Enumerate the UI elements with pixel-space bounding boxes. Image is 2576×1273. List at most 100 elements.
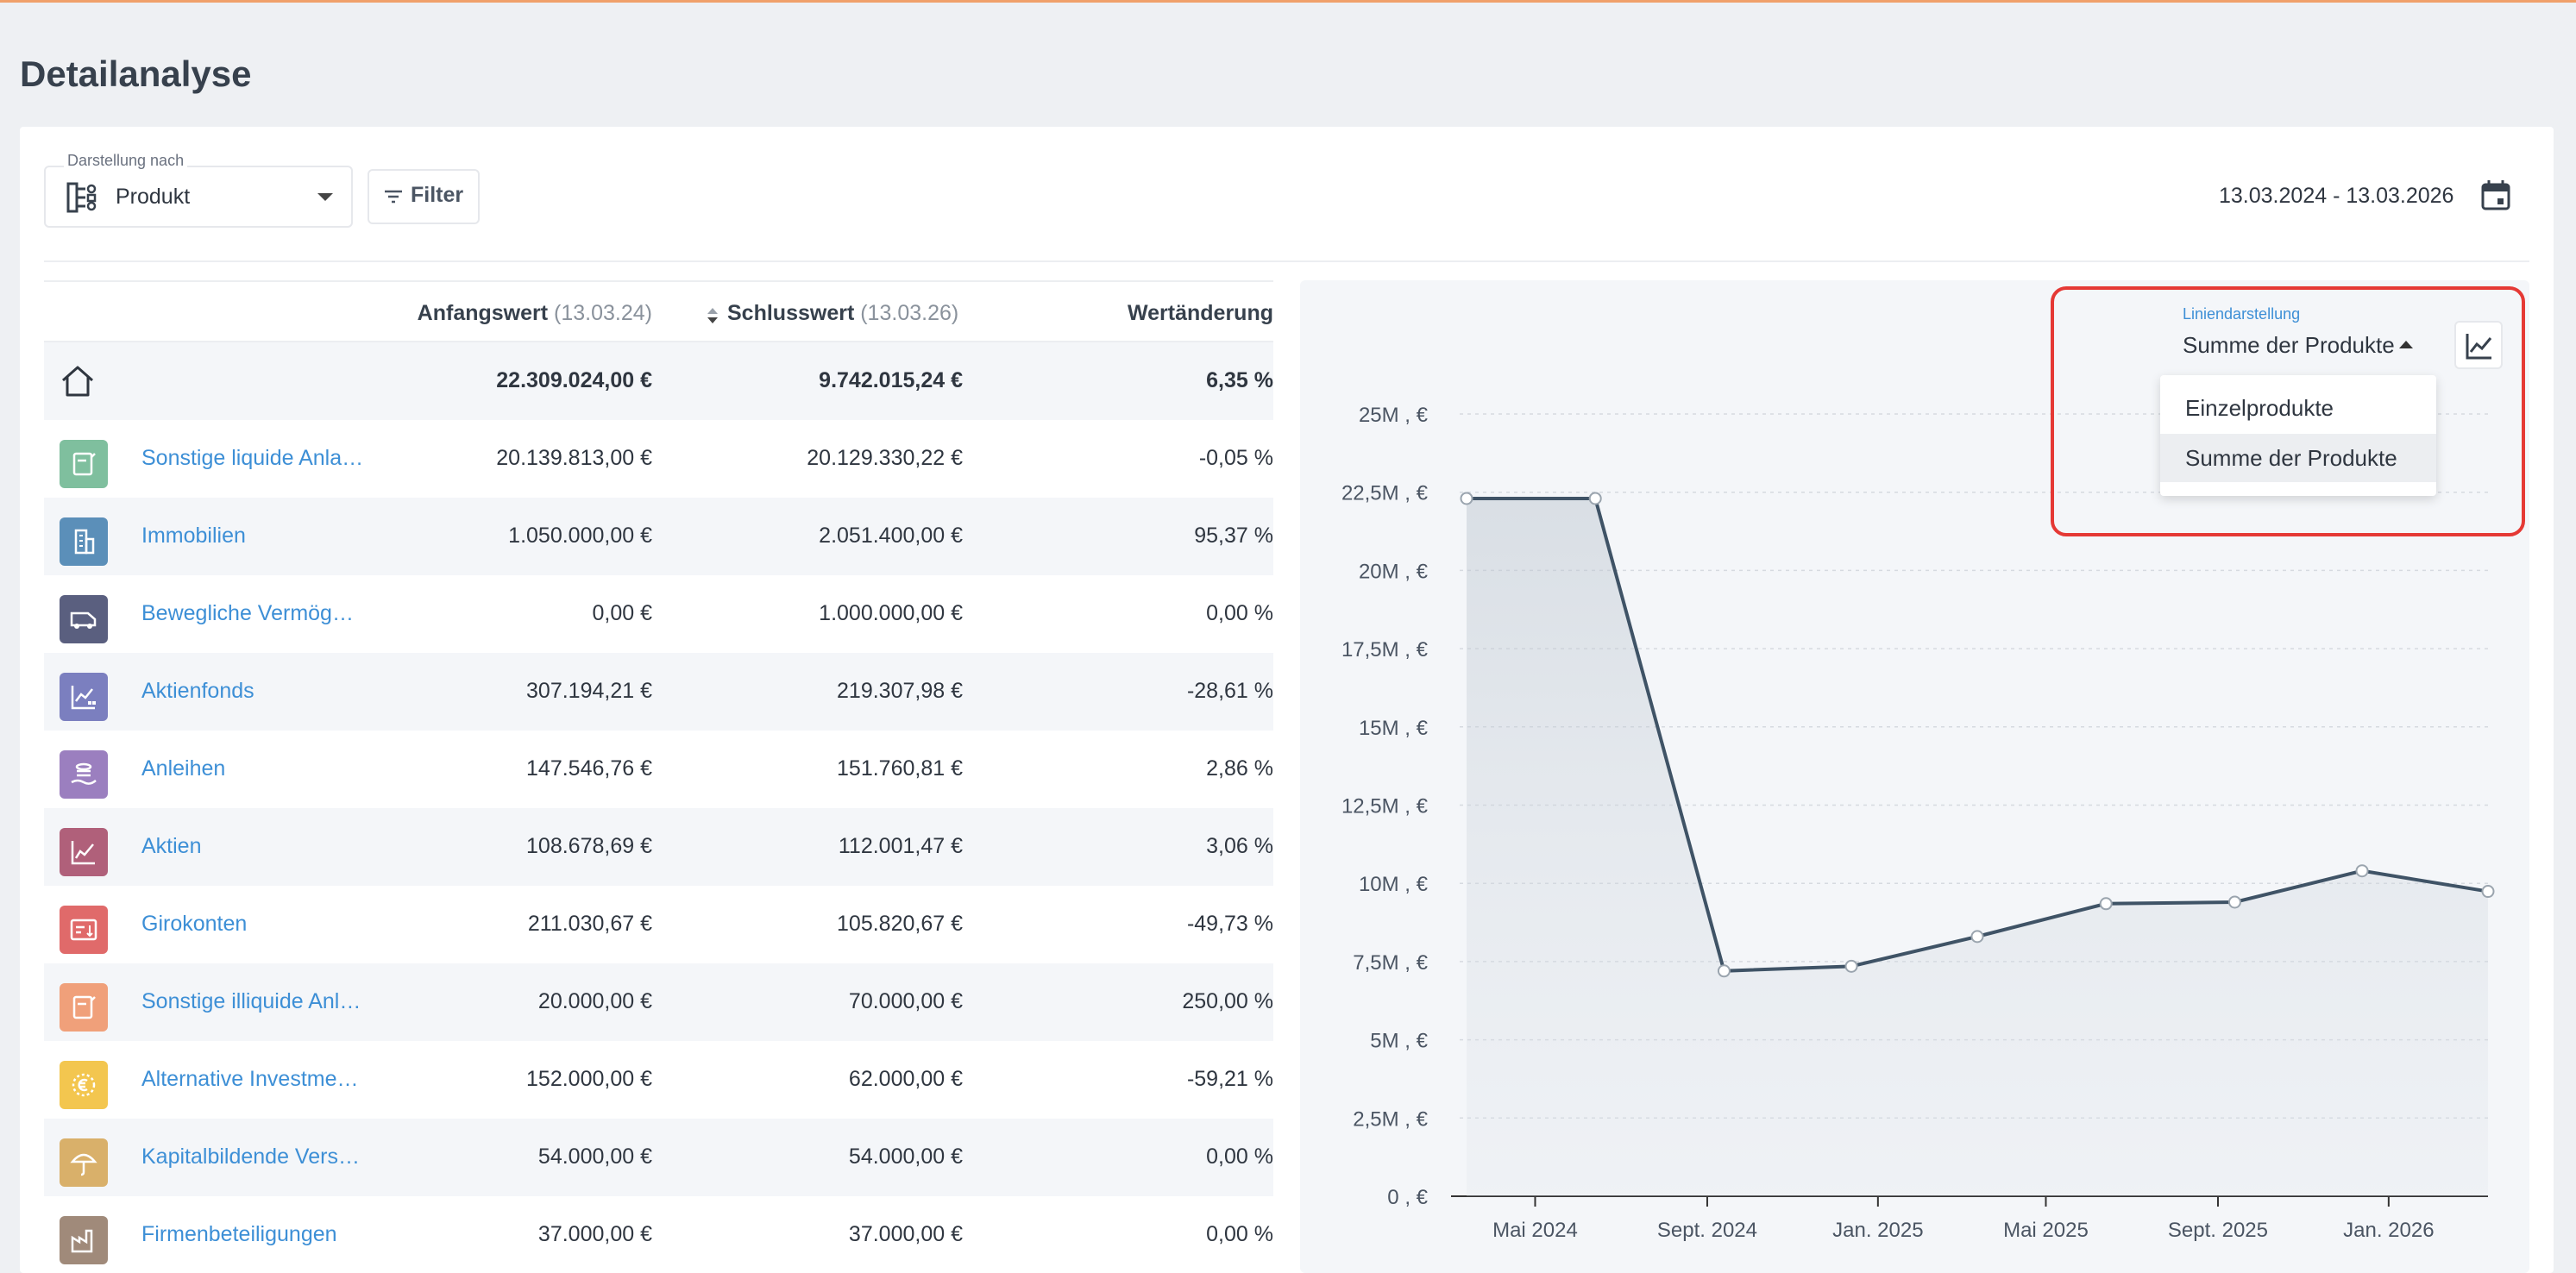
data-point (1717, 964, 1731, 978)
change-value: 0,00 % (1206, 1222, 1273, 1246)
start-value: 152.000,00 € (526, 1067, 652, 1091)
total-start: 22.309.024,00 € (496, 368, 652, 392)
product-link[interactable]: Aktien (141, 834, 202, 858)
area-fill (1467, 498, 2488, 1196)
hierarchy-icon (66, 182, 97, 213)
chevron-up-icon (2399, 341, 2413, 348)
stock-chart-icon (60, 828, 108, 876)
x-tick-label: Jan. 2026 (2343, 1219, 2434, 1242)
x-tick-label: Mai 2024 (1492, 1219, 1578, 1242)
analysis-table: Anfangswert (13.03.24) Schlusswert (13.0… (44, 280, 1273, 1273)
y-tick-label: 7,5M , € (1353, 951, 1428, 975)
header-end-value[interactable]: Schlusswert (13.03.26) (727, 301, 958, 326)
table-row[interactable]: Firmenbeteiligungen 37.000,00 € 37.000,00 … (44, 1196, 1273, 1273)
change-value: 2,86 % (1206, 756, 1273, 781)
home-icon (62, 366, 93, 397)
end-value: 54.000,00 € (848, 1144, 963, 1169)
filter-label: Filter (411, 183, 464, 207)
y-tick-label: 5M , € (1370, 1030, 1428, 1053)
change-value: 250,00 % (1182, 989, 1273, 1013)
data-point (1588, 492, 1602, 505)
product-link[interactable]: Sonstige illiquide Anl… (141, 989, 361, 1013)
highlight-box (2051, 286, 2525, 536)
calendar-icon[interactable] (2479, 178, 2513, 212)
data-point (2481, 885, 2495, 899)
product-link[interactable]: Bewegliche Vermög… (141, 601, 354, 625)
end-value: 1.000.000,00 € (819, 601, 963, 625)
data-point (2355, 864, 2369, 878)
y-tick-label: 10M , € (1359, 873, 1429, 896)
hand-coins-icon (60, 750, 108, 799)
data-point (1844, 959, 1858, 973)
date-range: 13.03.2024 - 13.03.2026 (2219, 184, 2454, 208)
header-end-label: Schlusswert (727, 301, 855, 325)
change-value: -49,73 % (1186, 912, 1273, 936)
y-tick-label: 20M , € (1359, 560, 1429, 583)
start-value: 0,00 € (592, 601, 652, 625)
data-point (1460, 492, 1473, 505)
menu-item-einzelprodukte[interactable]: Einzelprodukte (2185, 395, 2334, 421)
data-point (2099, 897, 2113, 911)
table-row[interactable]: Sonstige illiquide Anl… 20.000,00 € 70.000… (44, 963, 1273, 1041)
start-value: 147.546,76 € (526, 756, 652, 781)
start-value: 20.139.813,00 € (496, 446, 652, 470)
end-value: 62.000,00 € (848, 1067, 963, 1091)
product-link[interactable]: Alternative Investme… (141, 1067, 359, 1091)
table-row[interactable]: Sonstige liquide Anla… 20.139.813,00 € 20.… (44, 420, 1273, 498)
table-row[interactable]: Anleihen 147.546,76 € 151.760,81 € 2,86 % (44, 731, 1273, 808)
change-value: -0,05 % (1198, 446, 1273, 470)
data-point (2227, 895, 2241, 909)
product-link[interactable]: Immobilien (141, 524, 246, 548)
menu-item-summe[interactable]: Summe der Produkte (2160, 434, 2436, 482)
chart-type-button[interactable] (2454, 321, 2503, 369)
change-value: 3,06 % (1206, 834, 1273, 858)
header-change[interactable]: Wertänderung (1128, 301, 1273, 325)
product-link[interactable]: Anleihen (141, 756, 226, 781)
table-row[interactable]: Girokonten 211.030,67 € 105.820,67 € -49,73… (44, 886, 1273, 963)
euro-coin-icon (60, 1061, 108, 1109)
table-row[interactable]: Immobilien 1.050.000,00 € 2.051.400,00 € 95… (44, 498, 1273, 575)
table-header: Anfangswert (13.03.24) Schlusswert (13.0… (44, 280, 1273, 342)
y-tick-label: 22,5M , € (1341, 482, 1429, 505)
end-value: 70.000,00 € (848, 989, 963, 1013)
x-tick-label: Mai 2025 (2003, 1219, 2089, 1242)
line-mode-menu: Einzelprodukte Summe der Produkte (2160, 375, 2436, 496)
start-value: 20.000,00 € (537, 989, 652, 1013)
safe-icon (60, 440, 108, 488)
data-point (1970, 930, 1984, 944)
header-start-label: Anfangswert (417, 301, 549, 325)
chevron-down-icon (317, 193, 333, 201)
table-row[interactable]: Kapitalbildende Vers… 54.000,00 € 54.000,0… (44, 1119, 1273, 1196)
table-row[interactable]: Alternative Investme… 152.000,00 € 62.000,… (44, 1041, 1273, 1119)
sort-icon[interactable] (707, 306, 719, 325)
product-link[interactable]: Aktienfonds (141, 679, 254, 703)
group-by-value: Produkt (116, 185, 191, 209)
fund-chart-icon (60, 673, 108, 721)
top-accent-line (0, 0, 2576, 3)
product-link[interactable]: Sonstige liquide Anla… (141, 446, 364, 470)
start-value: 211.030,67 € (527, 912, 652, 936)
header-end-date: (13.03.26) (860, 301, 959, 325)
start-value: 108.678,69 € (526, 834, 652, 858)
analysis-card: Darstellung nach Produkt Filter 13.03.20… (20, 127, 2554, 1273)
end-value: 37.000,00 € (848, 1222, 963, 1246)
toolbar-divider (44, 260, 2529, 262)
x-tick-label: Sept. 2024 (1657, 1219, 1757, 1242)
group-by-select[interactable] (44, 166, 353, 228)
product-link[interactable]: Kapitalbildende Vers… (141, 1144, 360, 1169)
line-mode-select[interactable]: Summe der Produkte (2183, 332, 2395, 358)
van-icon (60, 595, 108, 643)
change-value: 0,00 % (1206, 1144, 1273, 1169)
x-tick-label: Sept. 2025 (2168, 1219, 2268, 1242)
safe-icon (60, 983, 108, 1032)
end-value: 105.820,67 € (837, 912, 963, 936)
table-row[interactable]: Bewegliche Vermög… 0,00 € 1.000.000,00 € 0,… (44, 575, 1273, 653)
table-row[interactable]: Aktienfonds 307.194,21 € 219.307,98 € -28,6… (44, 653, 1273, 731)
table-row[interactable]: Aktien 108.678,69 € 112.001,47 € 3,06 % (44, 808, 1273, 886)
filter-button[interactable] (368, 169, 480, 224)
y-tick-label: 17,5M , € (1341, 638, 1429, 662)
header-start-value[interactable]: Anfangswert (13.03.24) (418, 301, 652, 326)
product-link[interactable]: Firmenbeteiligungen (141, 1222, 337, 1246)
total-end: 9.742.015,24 € (819, 368, 963, 392)
product-link[interactable]: Girokonten (141, 912, 248, 936)
